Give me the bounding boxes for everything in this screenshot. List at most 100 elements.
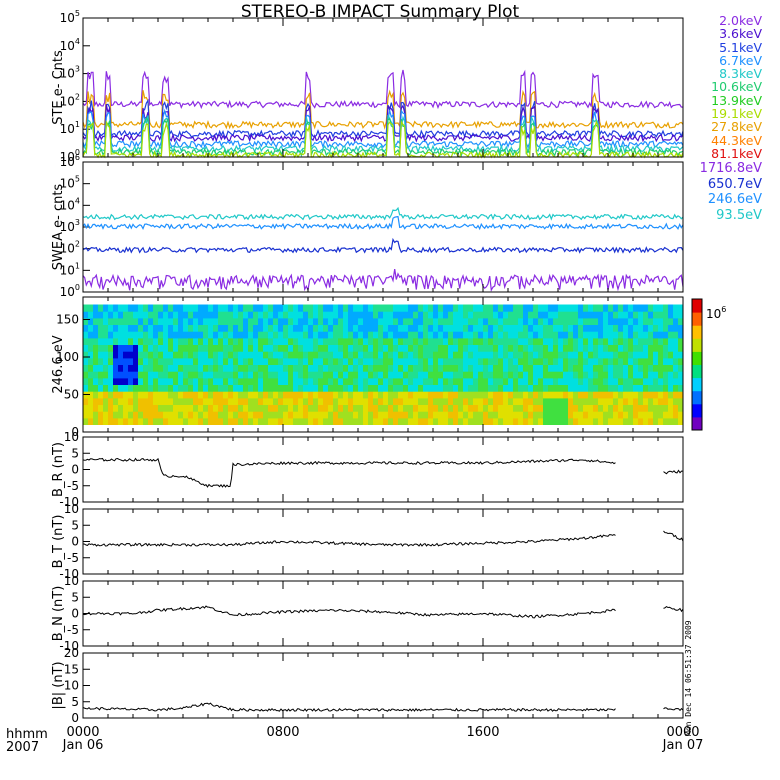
heatmap-cell	[138, 391, 144, 399]
heatmap-cell	[393, 391, 399, 399]
heatmap-cell	[663, 357, 669, 365]
panel-4-frame	[82, 436, 684, 503]
heatmap-cell	[403, 377, 409, 385]
heatmap-cell	[353, 417, 359, 425]
heatmap-cell	[383, 324, 389, 332]
heatmap-cell	[573, 377, 579, 385]
heatmap-cell	[558, 311, 564, 319]
heatmap-cell	[448, 417, 454, 425]
heatmap-cell	[148, 351, 154, 359]
heatmap-cell	[173, 364, 179, 372]
heatmap-cell	[503, 364, 509, 372]
heatmap-cell	[448, 351, 454, 359]
heatmap-cell	[513, 311, 519, 319]
heatmap-cell	[378, 397, 384, 405]
heatmap-cell	[348, 404, 354, 412]
heatmap-cell	[608, 377, 614, 385]
heatmap-cell	[268, 384, 274, 392]
heatmap-cell	[428, 317, 434, 325]
series-6-7keV	[82, 108, 684, 150]
heatmap-cell	[138, 317, 144, 325]
heatmap-cell	[498, 364, 504, 372]
heatmap-cell	[218, 344, 224, 352]
heatmap-cell	[178, 384, 184, 392]
heatmap-cell	[188, 391, 194, 399]
heatmap-cell	[363, 337, 369, 345]
heatmap-cell	[293, 344, 299, 352]
heatmap-cell	[328, 351, 334, 359]
heatmap-cell	[673, 317, 679, 325]
heatmap-cell	[493, 377, 499, 385]
heatmap-cell	[528, 311, 534, 319]
heatmap-cell	[328, 391, 334, 399]
heatmap-cell	[448, 371, 454, 379]
heatmap-cell	[288, 397, 294, 405]
heatmap-cell	[583, 404, 589, 412]
heatmap-cell	[503, 371, 509, 379]
heatmap-cell	[168, 411, 174, 419]
heatmap-cell	[103, 371, 109, 379]
heatmap-cell	[133, 404, 139, 412]
heatmap-cell	[678, 357, 684, 365]
heatmap-cell	[478, 331, 484, 339]
heatmap-cell	[543, 371, 549, 379]
heatmap-cell	[228, 371, 234, 379]
heatmap-cell	[83, 344, 89, 352]
heatmap-cell	[618, 331, 624, 339]
heatmap-cell	[178, 304, 184, 312]
heatmap-cell	[133, 417, 139, 425]
heatmap-cell	[523, 404, 529, 412]
heatmap-cell	[418, 351, 424, 359]
heatmap-cell	[538, 397, 544, 405]
heatmap-cell	[448, 404, 454, 412]
heatmap-cell	[453, 411, 459, 419]
heatmap-cell	[623, 331, 629, 339]
heatmap-cell	[193, 371, 199, 379]
heatmap-cell	[403, 417, 409, 425]
heatmap-cell	[538, 331, 544, 339]
heatmap-cell	[533, 384, 539, 392]
heatmap-cell	[163, 404, 169, 412]
time-tick-label: 0000	[666, 725, 699, 740]
heatmap-cell	[528, 391, 534, 399]
heatmap-cell	[473, 337, 479, 345]
heatmap-cell	[348, 344, 354, 352]
heatmap-cell	[138, 351, 144, 359]
heatmap-cell	[268, 377, 274, 385]
heatmap-cell	[308, 411, 314, 419]
y-tick-label: 15	[64, 662, 79, 676]
heatmap-cell	[668, 391, 674, 399]
heatmap-cell	[98, 311, 104, 319]
heatmap-cell	[618, 311, 624, 319]
heatmap-cell	[618, 384, 624, 392]
y-tick-label: 10	[64, 679, 79, 693]
heatmap-cell	[318, 377, 324, 385]
heatmap-cell	[223, 397, 229, 405]
heatmap-cell	[488, 331, 494, 339]
heatmap-cell	[468, 411, 474, 419]
heatmap-cell	[373, 351, 379, 359]
heatmap-cell	[368, 391, 374, 399]
heatmap-cell	[168, 357, 174, 365]
heatmap-cell	[628, 364, 634, 372]
colorbar-exponent: 6	[721, 305, 726, 314]
heatmap-cell	[113, 357, 119, 365]
heatmap-cell	[153, 331, 159, 339]
heatmap-cell	[268, 417, 274, 425]
heatmap-cell	[143, 397, 149, 405]
heatmap-cell	[468, 311, 474, 319]
heatmap-cell	[578, 357, 584, 365]
heatmap-cell	[168, 417, 174, 425]
heatmap-cell	[663, 391, 669, 399]
heatmap-cell	[398, 384, 404, 392]
heatmap-cell	[473, 311, 479, 319]
heatmap-cell	[548, 337, 554, 345]
time-tick-label: 0800	[266, 725, 299, 740]
heatmap-cell	[128, 384, 134, 392]
heatmap-cell	[528, 397, 534, 405]
heatmap-cell	[578, 417, 584, 425]
heatmap-cell	[158, 304, 164, 312]
heatmap-cell	[563, 337, 569, 345]
heatmap-cell	[208, 364, 214, 372]
